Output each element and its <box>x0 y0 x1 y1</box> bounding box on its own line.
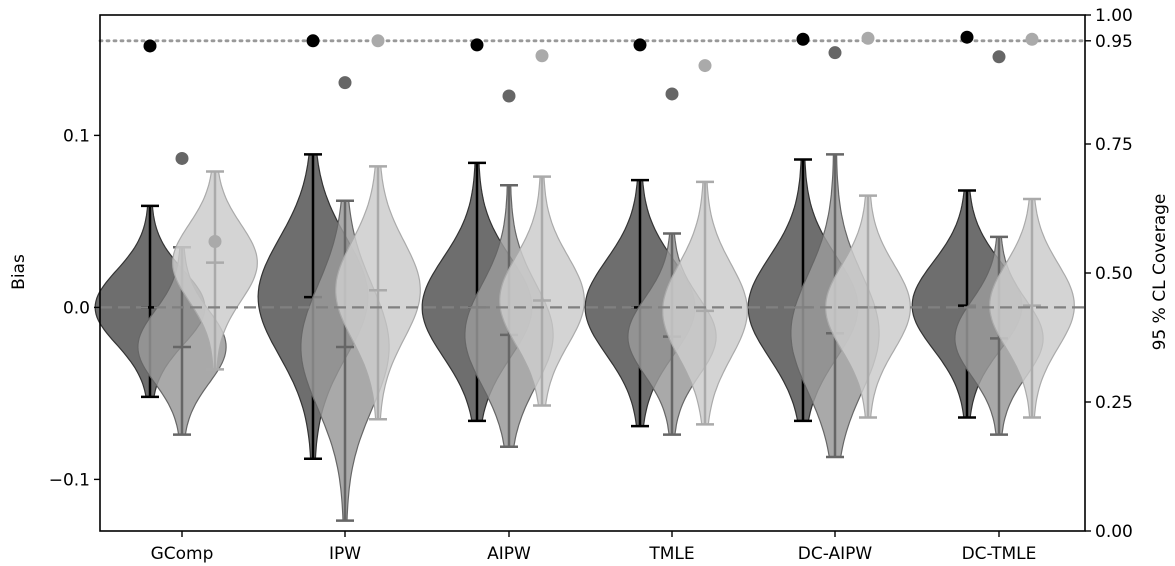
violins-layer <box>94 153 1075 522</box>
y-tick-label-right: 0.25 <box>1095 393 1133 413</box>
coverage-point-gcomp-s2 <box>175 151 189 165</box>
y-tick-label-right: 1.00 <box>1095 6 1133 26</box>
y-tick-label-right: 0.00 <box>1095 522 1133 542</box>
coverage-point-dc-tmle-s2 <box>992 50 1006 64</box>
reference-lines <box>98 39 1087 309</box>
coverage-point-ipw-s1 <box>306 34 320 48</box>
y-axis-label-left: Bias <box>9 254 29 290</box>
coverage-point-aipw-s2 <box>502 89 516 103</box>
x-tick-label: TMLE <box>648 544 694 564</box>
y-tick-label-right: 0.95 <box>1095 32 1133 52</box>
coverage-point-aipw-s3 <box>535 49 549 63</box>
coverage-point-dc-tmle-s3 <box>1025 32 1039 46</box>
axes-layer: −0.1 0.0 0.1 0.00 0.25 0.50 0.75 0.95 1.00 GComp I… <box>49 6 1133 564</box>
y-tick-label-left: −0.1 <box>49 470 90 490</box>
x-tick-label: AIPW <box>487 544 531 564</box>
coverage-points-layer <box>143 30 1039 249</box>
y-axis-label-right: 95 % CL Coverage <box>1150 194 1170 351</box>
y-tick-label-right: 0.50 <box>1095 264 1133 284</box>
coverage-point-ipw-s2 <box>338 76 352 90</box>
coverage-point-dc-aipw-s1 <box>796 32 810 46</box>
coverage-point-tmle-s2 <box>665 87 679 101</box>
coverage-point-gcomp-s1 <box>143 39 157 53</box>
coverage-point-dc-aipw-s2 <box>828 46 842 60</box>
y-tick-label-right: 0.75 <box>1095 135 1133 155</box>
coverage-point-tmle-s3 <box>698 59 712 73</box>
coverage-point-tmle-s1 <box>633 38 647 52</box>
y-tick-label-left: 0.0 <box>63 298 90 318</box>
x-tick-label: DC-AIPW <box>798 544 873 564</box>
coverage-point-dc-tmle-s1 <box>960 30 974 44</box>
y-tick-label-left: 0.1 <box>63 126 90 146</box>
coverage-point-ipw-s3 <box>371 34 385 48</box>
coverage-point-gcomp-s3 <box>208 235 222 249</box>
x-tick-label: GComp <box>151 544 214 564</box>
x-tick-label: IPW <box>329 544 361 564</box>
x-tick-label: DC-TMLE <box>962 544 1037 564</box>
coverage-point-aipw-s1 <box>470 38 484 52</box>
coverage-point-dc-aipw-s3 <box>861 31 875 45</box>
